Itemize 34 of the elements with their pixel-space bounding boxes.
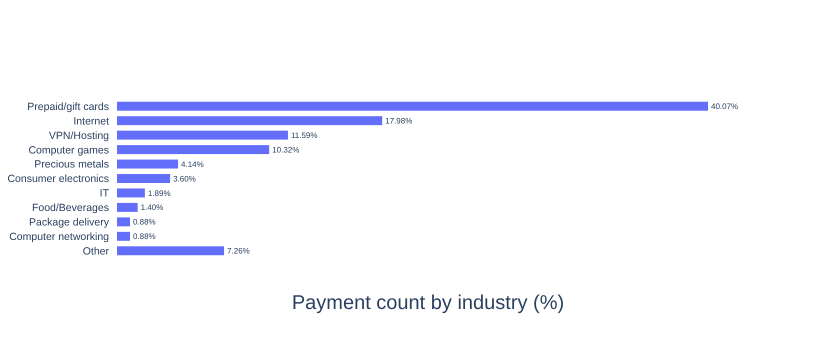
data-label: 3.60%: [173, 174, 196, 184]
y-tick-label: Computer games: [28, 144, 109, 156]
data-label: 0.88%: [132, 232, 156, 242]
bar: [117, 246, 224, 256]
data-label: 1.89%: [148, 188, 171, 198]
data-label: 11.59%: [290, 130, 318, 140]
bar: [117, 116, 382, 126]
bar: [117, 160, 178, 169]
y-tick-label: Prepaid/gift cards: [27, 100, 109, 113]
data-label: 1.40%: [140, 203, 164, 212]
y-tick-label: Internet: [73, 115, 110, 128]
y-tick-label: Other: [82, 245, 110, 258]
y-tick-label: Food/Beverages: [32, 202, 109, 214]
bar: [117, 102, 708, 111]
y-tick-label: Computer networking: [9, 230, 110, 243]
bar: [117, 130, 288, 140]
y-tick-label: IT: [100, 188, 110, 200]
bar: [117, 232, 130, 241]
data-label: 10.32%: [272, 145, 300, 154]
y-tick-label: VPN/Hosting: [48, 130, 110, 142]
y-tick-label: Precious metals: [34, 158, 109, 171]
bar: [117, 188, 145, 198]
data-label: 17.98%: [385, 116, 412, 126]
y-tick-label: Consumer electronics: [7, 173, 109, 186]
data-label: 40.07%: [711, 102, 738, 112]
text: Payment count by industry (%): [292, 292, 564, 314]
bar: [117, 217, 130, 226]
bar: [117, 145, 270, 154]
bar: [117, 202, 138, 212]
data-label: 0.88%: [132, 218, 156, 227]
data-label: 7.26%: [227, 246, 250, 256]
data-label: 4.14%: [181, 160, 204, 169]
bar: [117, 174, 170, 183]
y-tick-label: Package delivery: [29, 216, 110, 229]
